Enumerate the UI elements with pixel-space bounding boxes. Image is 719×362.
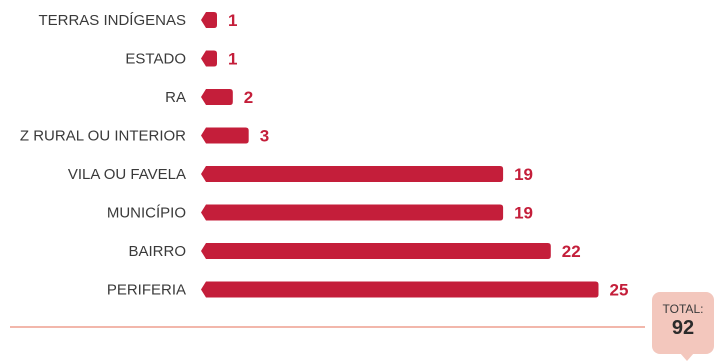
- category-label: VILA OU FAVELA: [68, 166, 186, 183]
- bar: [201, 204, 504, 221]
- value-label: 25: [610, 281, 629, 300]
- bar: [201, 89, 233, 105]
- value-label: 19: [514, 165, 533, 184]
- value-label: 19: [514, 204, 533, 223]
- value-label: 2: [244, 88, 253, 107]
- category-label: TERRAS INDÍGENAS: [38, 12, 186, 29]
- bar: [201, 281, 599, 298]
- bar: [201, 50, 217, 67]
- value-label: 1: [228, 11, 237, 30]
- category-label: MUNICÍPIO: [107, 205, 186, 222]
- total-label: TOTAL:: [662, 302, 704, 316]
- category-label: PERIFERIA: [107, 282, 186, 299]
- value-label: 1: [228, 50, 237, 69]
- bars-layer: TERRAS INDÍGENAS 1 ESTADO 1 RA 2 Z RURAL OU IN…: [20, 11, 629, 300]
- category-label: RA: [165, 89, 186, 106]
- bar: [201, 166, 504, 182]
- bar: [201, 127, 249, 144]
- bar: [201, 12, 217, 28]
- total-value: 92: [671, 317, 695, 339]
- value-label: 3: [260, 127, 269, 146]
- bar: [201, 243, 551, 259]
- value-label: 22: [562, 242, 581, 261]
- total-badge: TOTAL: 92: [652, 292, 714, 361]
- category-label: Z RURAL OU INTERIOR: [20, 128, 186, 145]
- category-label: ESTADO: [125, 51, 186, 68]
- category-label: BAIRRO: [128, 243, 186, 260]
